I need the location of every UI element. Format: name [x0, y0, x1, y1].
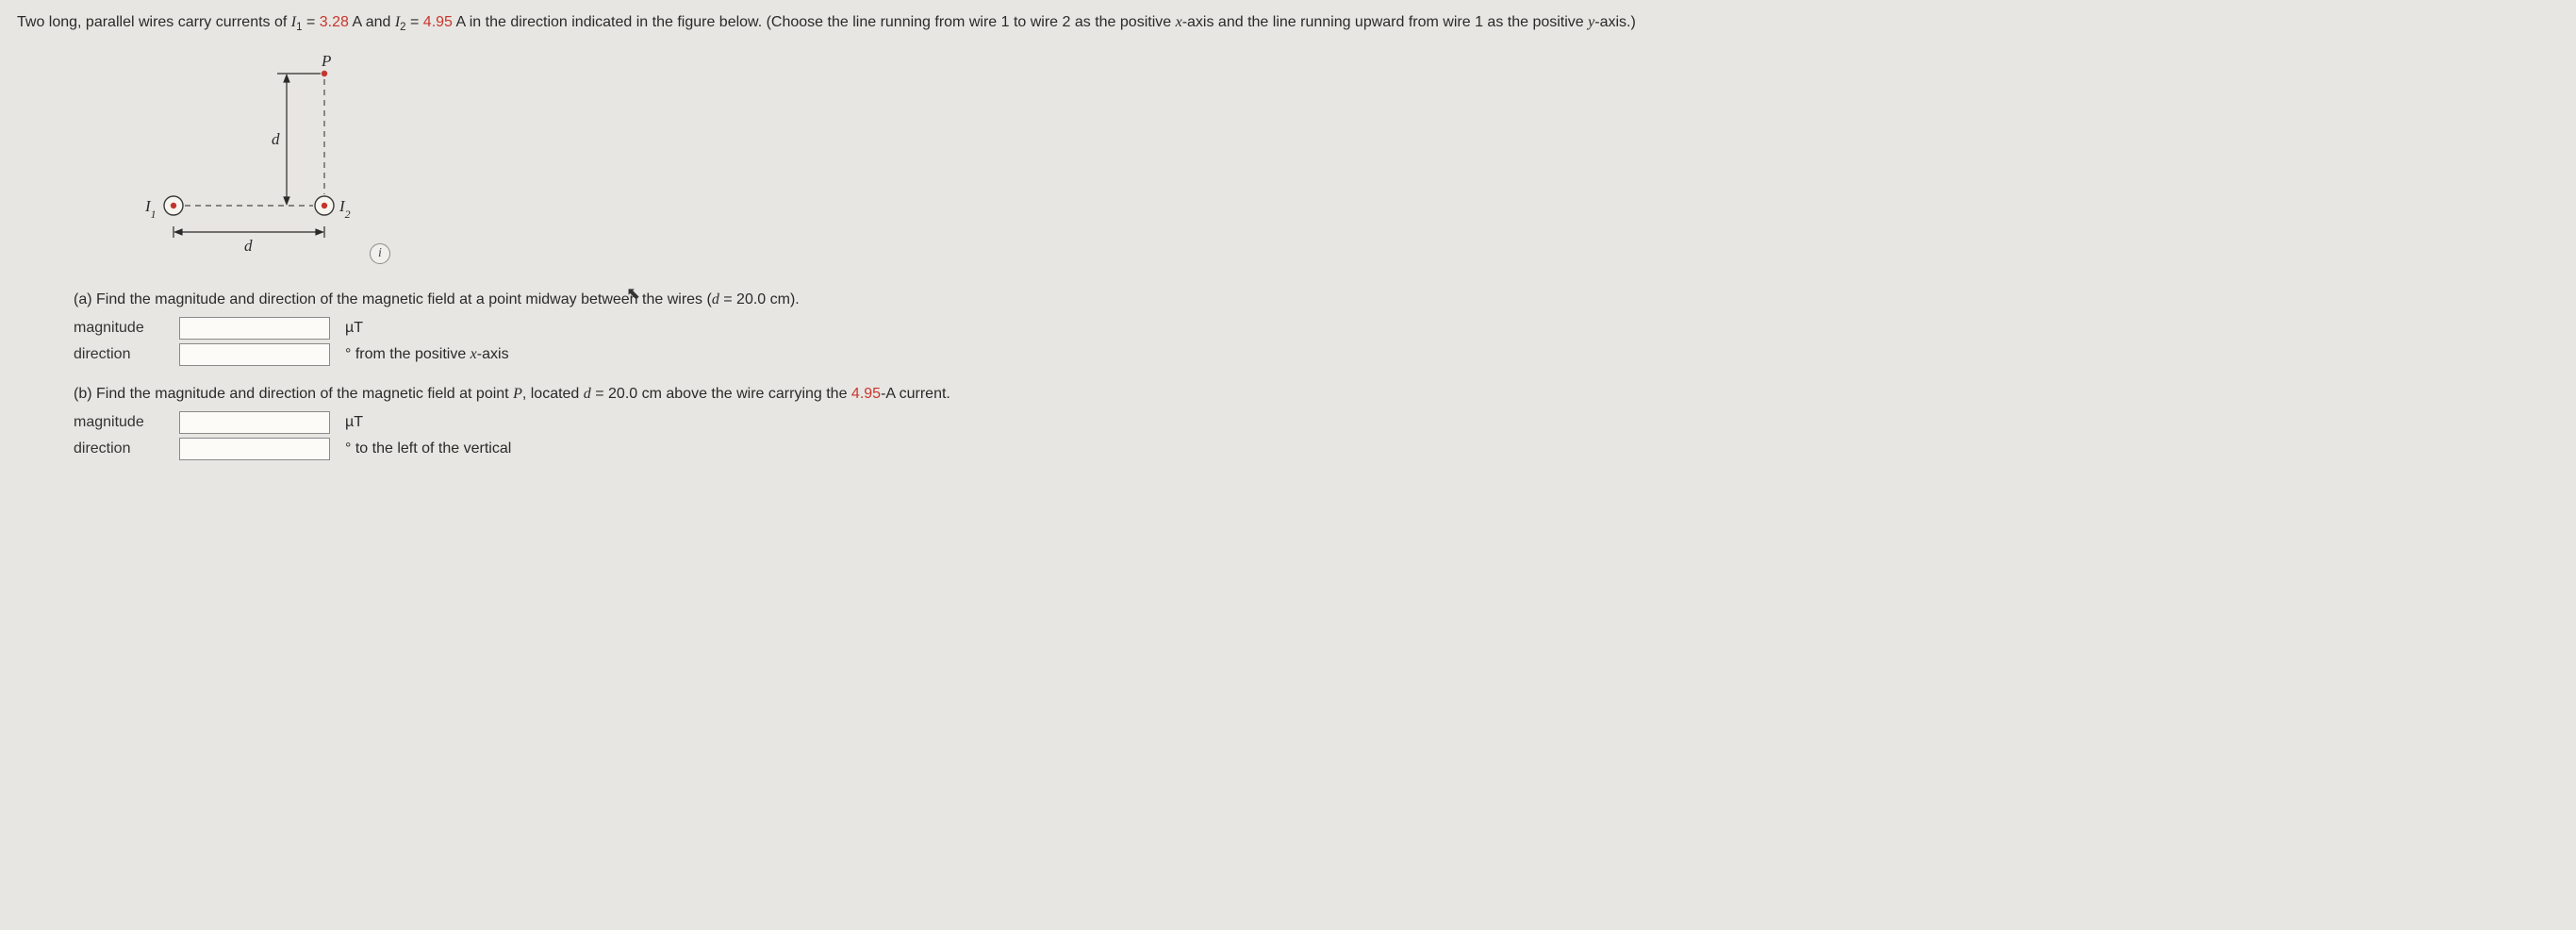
pb-i2-value: 4.95: [851, 386, 881, 402]
text2: A in the direction indicated in the figu…: [453, 14, 1176, 30]
pb-mid: , located: [522, 386, 584, 402]
pa-dir-x: x: [471, 346, 477, 362]
part-a-direction-row: direction ° from the positive x-axis: [74, 343, 1582, 366]
part-a: (a) Find the magnitude and direction of …: [74, 289, 1582, 366]
pa-dir-unit1: ° from the positive: [345, 346, 471, 362]
part-b-magnitude-input[interactable]: [179, 411, 330, 434]
part-b-magnitude-row: magnitude µT: [74, 411, 1582, 434]
eq1: =: [303, 14, 320, 30]
direction-label: direction: [74, 343, 177, 366]
pa-pre: (a) Find the magnitude and direction of …: [74, 291, 712, 307]
svg-text:P: P: [321, 52, 331, 70]
magnitude-label: magnitude: [74, 411, 177, 434]
pb-pre: (b) Find the magnitude and direction of …: [74, 386, 513, 402]
i1-value: 3.28: [320, 14, 349, 30]
figure-container: ddPI1I2 i ⬉: [117, 45, 2559, 272]
text3: -axis and the line running upward from w…: [1182, 14, 1588, 30]
svg-text:I1: I1: [144, 197, 157, 221]
part-a-direction-input[interactable]: [179, 343, 330, 366]
svg-text:d: d: [244, 237, 253, 255]
part-b: (b) Find the magnitude and direction of …: [74, 383, 1582, 460]
eq2: =: [406, 14, 423, 30]
x-axis-symbol: x: [1176, 14, 1182, 30]
part-b-direction-row: direction ° to the left of the vertical: [74, 438, 1582, 460]
magnitude-unit: µT: [341, 317, 1582, 340]
pa-d-symbol: d: [712, 291, 719, 307]
unit-a1: A and: [349, 14, 395, 30]
svg-text:d: d: [272, 130, 280, 148]
magnitude-label: magnitude: [74, 317, 177, 340]
pb-post: -A current.: [881, 386, 950, 402]
text4: -axis.): [1594, 14, 1636, 30]
pb-p-symbol: P: [513, 386, 522, 402]
part-b-question: (b) Find the magnitude and direction of …: [74, 383, 1582, 406]
pb-d-eq: = 20.0 cm above the wire carrying the: [591, 386, 851, 402]
problem-statement: Two long, parallel wires carry currents …: [17, 11, 2559, 36]
svg-text:I2: I2: [339, 197, 351, 221]
cursor-arrow-icon: ⬉: [626, 281, 640, 307]
part-a-magnitude-input[interactable]: [179, 317, 330, 340]
direction-unit: ° to the left of the vertical: [341, 438, 1582, 460]
part-b-direction-input[interactable]: [179, 438, 330, 460]
pb-d-symbol: d: [584, 386, 591, 402]
direction-unit: ° from the positive x-axis: [341, 343, 1582, 366]
magnitude-unit: µT: [341, 411, 1582, 434]
pa-dir-unit2: -axis: [477, 346, 509, 362]
figure-svg: d d P I1 I2: [117, 45, 400, 272]
text: Two long, parallel wires carry currents …: [17, 14, 291, 30]
pa-d-eq: = 20.0 cm).: [719, 291, 800, 307]
part-a-magnitude-row: magnitude µT: [74, 317, 1582, 340]
direction-label: direction: [74, 438, 177, 460]
i2-value: 4.95: [423, 14, 453, 30]
part-a-question: (a) Find the magnitude and direction of …: [74, 289, 1582, 311]
